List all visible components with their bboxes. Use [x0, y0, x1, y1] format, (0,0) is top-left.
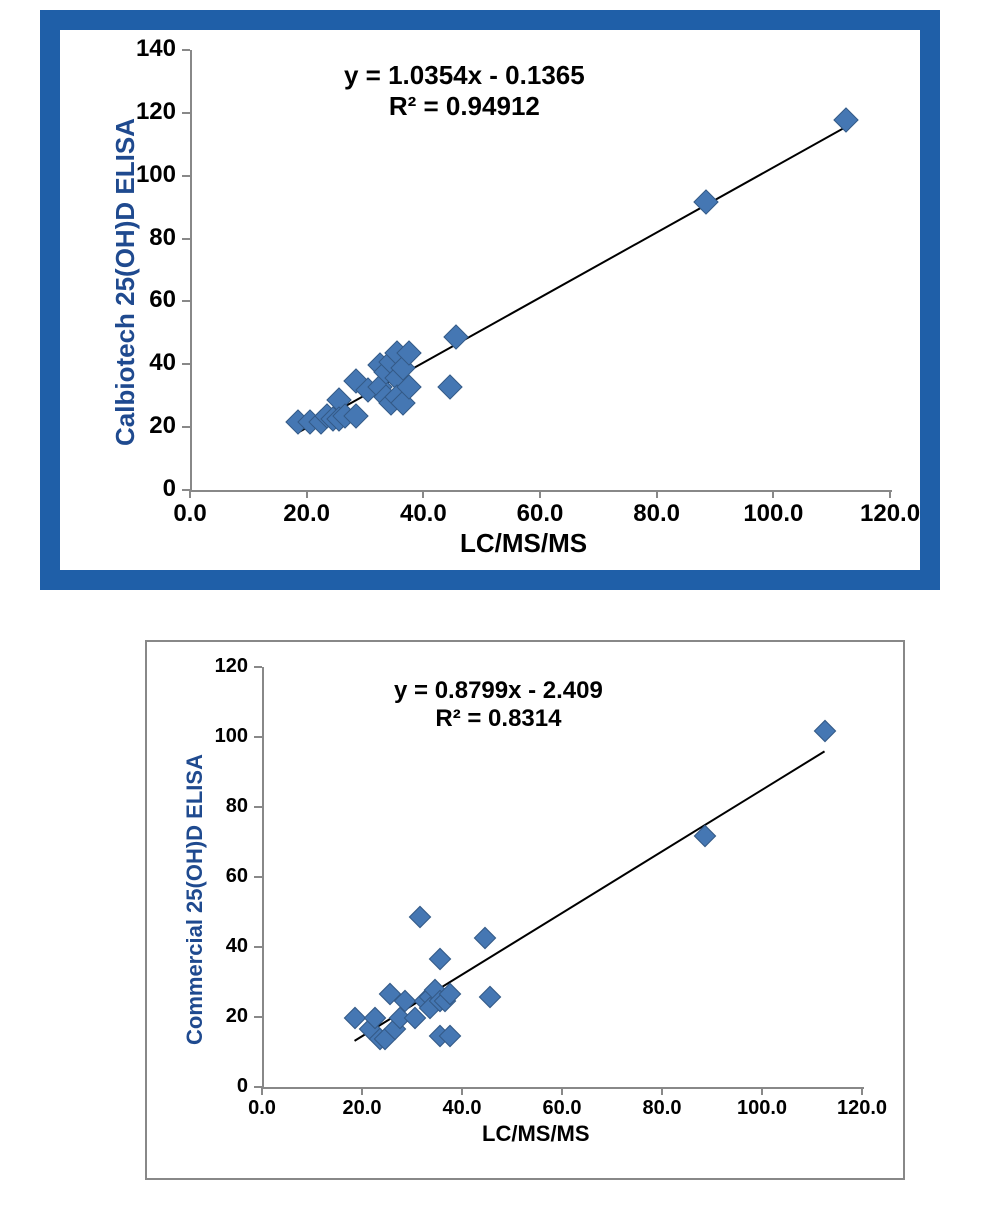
chart-2-ylabel: Commercial 25(OH)D ELISA	[182, 754, 208, 1045]
xtick-mark	[306, 490, 308, 498]
xtick-label: 40.0	[432, 1097, 492, 1120]
chart-1-equation: y = 1.0354x - 0.1365 R² = 0.94912	[344, 60, 585, 122]
ytick-label: 0	[163, 475, 176, 503]
xtick-label: 100.0	[732, 1097, 792, 1120]
ytick-label: 100	[136, 161, 176, 189]
xtick-label: 80.0	[627, 500, 687, 528]
data-point	[429, 947, 452, 970]
xtick-label: 20.0	[277, 500, 337, 528]
xtick-mark	[761, 1087, 763, 1095]
chart-2-eq-line1: y = 0.8799x - 2.409	[394, 677, 603, 705]
data-point	[437, 375, 462, 400]
xtick-mark	[461, 1087, 463, 1095]
xtick-mark	[772, 490, 774, 498]
xtick-mark	[656, 490, 658, 498]
xtick-mark	[889, 490, 891, 498]
ytick-mark	[182, 300, 190, 302]
chart-2-frame: Commercial 25(OH)D ELISA LC/MS/MS y = 0.…	[145, 640, 905, 1180]
ytick-label: 60	[226, 865, 248, 888]
ytick-label: 80	[226, 795, 248, 818]
data-point	[474, 926, 497, 949]
ytick-mark	[182, 175, 190, 177]
page: Calbiotech 25(OH)D ELISA LC/MS/MS y = 1.…	[0, 0, 1008, 1211]
xtick-label: 120.0	[860, 500, 920, 528]
ytick-mark	[182, 112, 190, 114]
ytick-mark	[182, 426, 190, 428]
xtick-mark	[422, 490, 424, 498]
xtick-label: 100.0	[743, 500, 803, 528]
chart-2-equation: y = 0.8799x - 2.409 R² = 0.8314	[394, 677, 603, 733]
ytick-mark	[254, 1016, 262, 1018]
chart-1-eq-line1: y = 1.0354x - 0.1365	[344, 60, 585, 91]
ytick-label: 20	[149, 412, 176, 440]
ytick-label: 120	[136, 98, 176, 126]
ytick-mark	[182, 238, 190, 240]
chart-2-eq-line2: R² = 0.8314	[394, 705, 603, 733]
ytick-mark	[254, 946, 262, 948]
ytick-label: 140	[136, 35, 176, 63]
ytick-label: 40	[226, 935, 248, 958]
ytick-label: 100	[215, 725, 248, 748]
ytick-mark	[182, 363, 190, 365]
ytick-label: 40	[149, 349, 176, 377]
chart-1-xlabel: LC/MS/MS	[460, 528, 587, 559]
xtick-label: 0.0	[160, 500, 220, 528]
xtick-mark	[861, 1087, 863, 1095]
ytick-label: 80	[149, 224, 176, 252]
chart-2-xlabel: LC/MS/MS	[482, 1121, 590, 1147]
ytick-label: 0	[237, 1075, 248, 1098]
xtick-label: 120.0	[832, 1097, 892, 1120]
xtick-mark	[189, 490, 191, 498]
xtick-mark	[661, 1087, 663, 1095]
data-point	[814, 720, 837, 743]
ytick-mark	[254, 876, 262, 878]
ytick-label: 120	[215, 655, 248, 678]
xtick-label: 20.0	[332, 1097, 392, 1120]
ytick-mark	[254, 736, 262, 738]
ytick-label: 60	[149, 286, 176, 314]
ytick-mark	[182, 49, 190, 51]
xtick-mark	[539, 490, 541, 498]
data-point	[479, 986, 502, 1009]
xtick-mark	[561, 1087, 563, 1095]
xtick-label: 40.0	[393, 500, 453, 528]
xtick-label: 60.0	[510, 500, 570, 528]
xtick-label: 0.0	[232, 1097, 292, 1120]
xtick-label: 80.0	[632, 1097, 692, 1120]
chart-1-frame: Calbiotech 25(OH)D ELISA LC/MS/MS y = 1.…	[40, 10, 940, 590]
xtick-mark	[261, 1087, 263, 1095]
ytick-mark	[254, 666, 262, 668]
xtick-label: 60.0	[532, 1097, 592, 1120]
xtick-mark	[361, 1087, 363, 1095]
ytick-label: 20	[226, 1005, 248, 1028]
ytick-mark	[254, 806, 262, 808]
data-point	[409, 905, 432, 928]
data-point	[443, 324, 468, 349]
chart-1-eq-line2: R² = 0.94912	[344, 91, 585, 122]
